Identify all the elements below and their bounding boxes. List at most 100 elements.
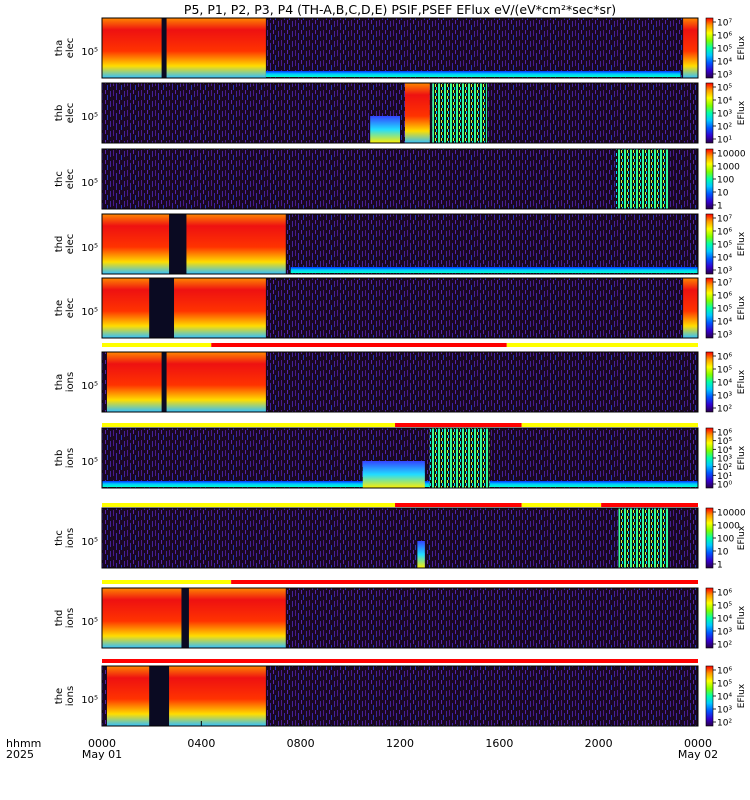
panel-ylabel-species: ions bbox=[65, 686, 76, 706]
panel-frame bbox=[101, 587, 699, 649]
colorbar-tick-label: 10000 bbox=[717, 150, 746, 160]
panel-ylabel-probe: thc bbox=[54, 171, 65, 187]
mode-bar-segment bbox=[231, 580, 698, 584]
activity-gap-1 bbox=[161, 352, 167, 412]
panel-ylabel-probe: thc bbox=[54, 530, 65, 546]
x-tick-label: 1200 bbox=[386, 737, 414, 750]
panel-thb-elec: thb elec 10⁵ 10⁵ 10⁴ 10³ 10² 10¹ EFlux bbox=[54, 82, 747, 146]
colorbar-tick-label: 10⁵ bbox=[717, 366, 732, 376]
activity-burst-0 bbox=[616, 149, 669, 209]
colorbar-tick-label: 10² bbox=[717, 123, 732, 133]
colorbar-label: EFlux bbox=[737, 295, 747, 320]
colorbar-tick-label: 10² bbox=[717, 719, 732, 729]
colorbar bbox=[705, 587, 714, 649]
panel-ylabel-species: ions bbox=[65, 608, 76, 628]
colorbar-tick-label: 1000 bbox=[717, 163, 740, 173]
x-date-label: May 01 bbox=[82, 748, 122, 761]
colorbar-tick-label: 10⁷ bbox=[717, 215, 732, 225]
colorbar-tick-label: 10² bbox=[717, 405, 732, 415]
activity-hot-3 bbox=[683, 18, 698, 78]
colorbar-tick-label: 10⁴ bbox=[717, 379, 732, 389]
panel-y-tick-label: 10⁵ bbox=[81, 617, 98, 628]
mode-bar-segment bbox=[521, 423, 698, 427]
colorbar-tick-label: 10⁶ bbox=[717, 667, 732, 677]
x-axis-units-label: hhmm bbox=[6, 737, 41, 750]
colorbar-tick-label: 10⁴ bbox=[717, 97, 732, 107]
colorbar-tick-label: 10⁴ bbox=[717, 254, 732, 264]
colorbar-tick-label: 10000 bbox=[717, 509, 746, 519]
colorbar-tick-label: 10³ bbox=[717, 110, 732, 120]
activity-band-2 bbox=[290, 267, 698, 273]
colorbar-tick-label: 10¹ bbox=[717, 472, 732, 482]
panel-y-tick-label: 10⁵ bbox=[81, 112, 98, 123]
panel-the-elec: the elec 10⁵ 10⁷ 10⁶ 10⁵ 10⁴ 10³ EFlux bbox=[54, 277, 747, 341]
colorbar-tick-label: 10⁷ bbox=[717, 279, 732, 289]
activity-hot-0 bbox=[102, 588, 286, 648]
mode-bar-segment bbox=[395, 423, 522, 427]
activity-hot-2 bbox=[683, 278, 698, 338]
mode-bar-2 bbox=[102, 503, 698, 507]
panel-y-tick-label: 10⁵ bbox=[81, 178, 98, 189]
colorbar-label: EFlux bbox=[737, 100, 747, 125]
panel-ylabel-species: ions bbox=[65, 528, 76, 548]
activity-burst-1 bbox=[618, 508, 669, 568]
panel-frame bbox=[101, 351, 699, 413]
panel-y-tick-label: 10⁵ bbox=[81, 695, 98, 706]
colorbar-tick-label: 1 bbox=[717, 202, 723, 212]
colorbar-tick-label: 100 bbox=[717, 535, 734, 545]
mode-bar-1 bbox=[102, 423, 698, 427]
colorbar-tick-label: 10³ bbox=[717, 392, 732, 402]
panel-frame bbox=[101, 507, 699, 569]
activity-burst-2 bbox=[432, 83, 487, 143]
colorbar bbox=[705, 665, 714, 727]
mode-bar-segment bbox=[102, 423, 396, 427]
activity-warm-0 bbox=[417, 541, 425, 568]
activity-hot-1 bbox=[404, 83, 430, 143]
x-tick-label: 0800 bbox=[287, 737, 315, 750]
activity-warm-0 bbox=[370, 116, 400, 143]
panel-thc-elec: thc elec 10⁵ 10000 1000 100 10 1 bbox=[54, 148, 746, 212]
panel-ylabel-species: ions bbox=[65, 372, 76, 392]
colorbar-tick-label: 10⁵ bbox=[717, 241, 732, 251]
mode-bar-segment bbox=[102, 659, 698, 663]
panel-background bbox=[102, 508, 698, 568]
mode-bar-segment bbox=[102, 343, 212, 347]
colorbar-tick-label: 10 bbox=[717, 189, 729, 199]
colorbar-tick-label: 10³ bbox=[717, 706, 732, 716]
mode-bar-segment bbox=[395, 503, 522, 507]
panel-ylabel-species: elec bbox=[65, 298, 76, 319]
mode-bar-segment bbox=[102, 503, 396, 507]
panel-background bbox=[102, 149, 698, 209]
colorbar-tick-label: 10² bbox=[717, 641, 732, 651]
panel-frame bbox=[101, 277, 699, 339]
colorbar-tick-label: 10³ bbox=[717, 455, 732, 465]
panel-ylabel-probe: thb bbox=[54, 105, 65, 122]
x-tick-label: 2000 bbox=[585, 737, 613, 750]
mode-bar-segment bbox=[521, 503, 602, 507]
panel-ylabel-probe: the bbox=[54, 688, 65, 704]
colorbar-tick-label: 10⁵ bbox=[717, 437, 732, 447]
colorbar-label: EFlux bbox=[737, 35, 747, 60]
colorbar-tick-label: 10⁵ bbox=[717, 45, 732, 55]
activity-gap-1 bbox=[149, 666, 170, 726]
mode-bar-segment bbox=[506, 343, 698, 347]
mode-bar-group bbox=[102, 343, 698, 663]
colorbar-tick-label: 10⁴ bbox=[717, 693, 732, 703]
x-tick-label: 0400 bbox=[187, 737, 215, 750]
colorbar-tick-label: 10³ bbox=[717, 331, 732, 341]
colorbar bbox=[705, 82, 714, 144]
colorbar-label: EFlux bbox=[737, 683, 747, 708]
activity-burst-2 bbox=[429, 428, 490, 488]
colorbar bbox=[705, 17, 714, 79]
panel-ylabel-probe: thd bbox=[54, 236, 65, 253]
panel-thc-ions: thc ions 10⁵ 10000 1000 100 10 1 EFlux bbox=[54, 507, 747, 571]
activity-hot-0 bbox=[106, 666, 266, 726]
colorbar bbox=[705, 351, 714, 413]
mode-bar-0 bbox=[102, 343, 698, 347]
panel-ylabel-species: elec bbox=[65, 103, 76, 124]
activity-warm-1 bbox=[362, 461, 425, 488]
mode-bar-4 bbox=[102, 659, 698, 663]
panel-ylabel-species: elec bbox=[65, 169, 76, 190]
